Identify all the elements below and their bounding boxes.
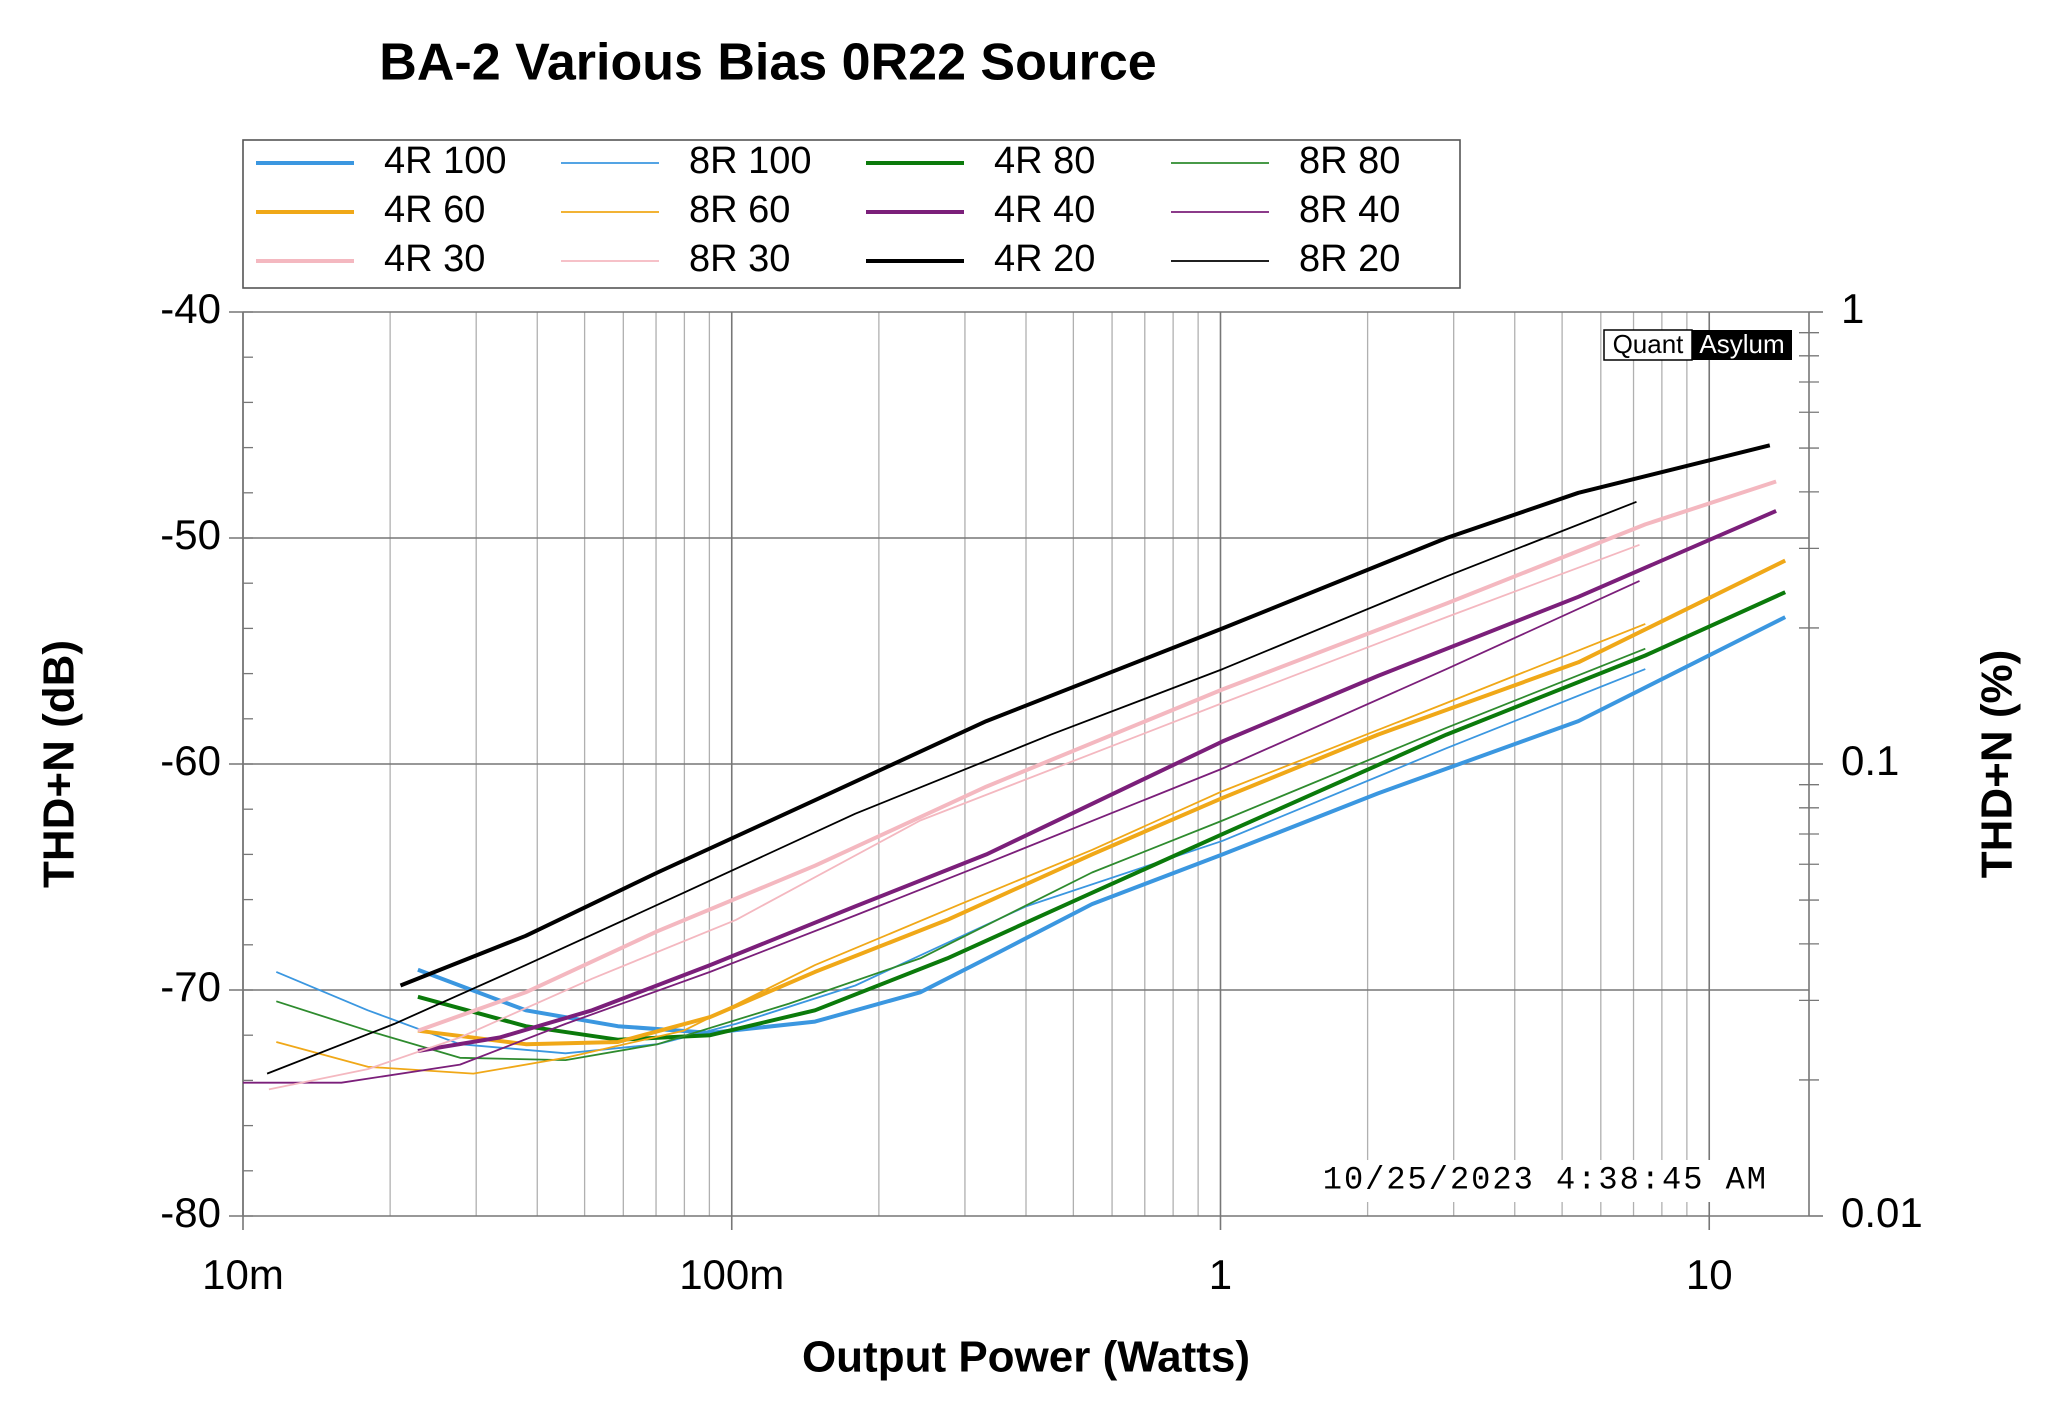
series-line xyxy=(399,443,1771,988)
y2-tick-label: 0.01 xyxy=(1841,1189,1923,1236)
y2-axis-label: THD+N (%) xyxy=(1973,650,2022,879)
legend-label: 4R 60 xyxy=(384,189,485,231)
legend-label: 8R 100 xyxy=(689,140,812,182)
series-line xyxy=(243,580,1640,1084)
x-tick-label: 100m xyxy=(679,1251,784,1298)
y-tick-label: -70 xyxy=(160,963,221,1010)
y2-tick-label: 0.1 xyxy=(1841,737,1899,784)
series-line xyxy=(268,543,1640,1091)
y-axis-label: THD+N (dB) xyxy=(35,640,84,888)
series-line xyxy=(417,479,1777,1033)
legend-label: 8R 20 xyxy=(1299,238,1400,280)
legend-label: 8R 60 xyxy=(689,189,790,231)
logo-text: Asylum xyxy=(1699,329,1784,359)
legend-label: 8R 80 xyxy=(1299,140,1400,182)
x-tick-label: 1 xyxy=(1209,1251,1232,1298)
legend-label: 4R 30 xyxy=(384,238,485,280)
series-line xyxy=(276,623,1646,1075)
chart-title: BA-2 Various Bias 0R22 Source xyxy=(379,34,1156,92)
y-tick-label: -40 xyxy=(160,285,221,332)
y2-tick-label: 1 xyxy=(1841,285,1864,332)
series-line xyxy=(417,558,1787,1047)
legend-label: 4R 80 xyxy=(994,140,1095,182)
y-tick-label: -60 xyxy=(160,737,221,784)
legend-box xyxy=(242,139,1461,289)
logo-text: Quant xyxy=(1613,329,1685,359)
legend-label: 8R 40 xyxy=(1299,189,1400,231)
series-line xyxy=(417,590,1787,1042)
x-tick-label: 10m xyxy=(202,1251,284,1298)
y-tick-label: -80 xyxy=(160,1189,221,1236)
y-tick-label: -50 xyxy=(160,511,221,558)
legend-label: 4R 40 xyxy=(994,189,1095,231)
series-line xyxy=(417,615,1787,1035)
x-tick-label: 10 xyxy=(1686,1251,1733,1298)
series-line xyxy=(266,500,1637,1075)
legend-label: 4R 20 xyxy=(994,238,1095,280)
series-line xyxy=(417,509,1777,1053)
timestamp: 10/25/2023 4:38:45 AM xyxy=(1323,1161,1768,1198)
logo-right xyxy=(1692,330,1792,360)
legend-label: 8R 30 xyxy=(689,238,790,280)
timestamp-bg xyxy=(1250,1160,1770,1202)
x-axis-label: Output Power (Watts) xyxy=(802,1333,1250,1382)
legend-label: 4R 100 xyxy=(384,140,507,182)
